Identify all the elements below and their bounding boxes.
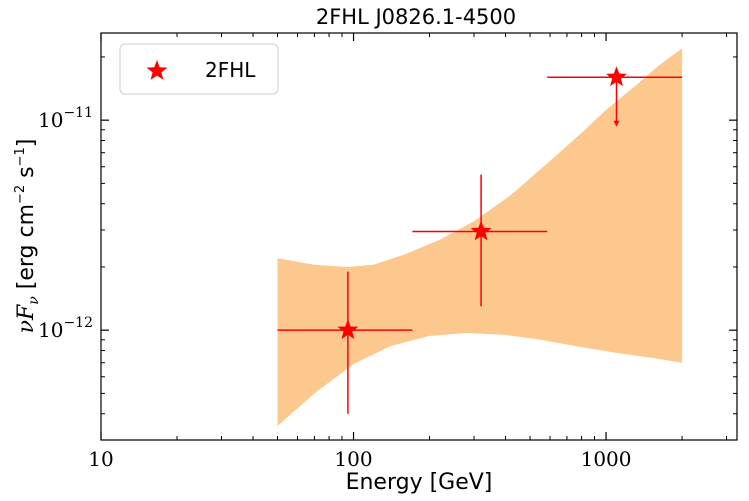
plot-frame <box>100 32 738 441</box>
x-tick-label: 100 <box>334 447 372 471</box>
upper-limit-arrow <box>613 120 620 127</box>
x-axis-label: Energy [GeV] <box>346 470 493 495</box>
legend-star-icon <box>146 60 168 80</box>
x-tick-label: 1000 <box>581 447 632 471</box>
legend: 2FHL <box>119 43 279 95</box>
model-band-layer <box>277 48 683 426</box>
y-label-close: ] <box>14 139 39 148</box>
x-tick-label: 10 <box>88 447 113 471</box>
legend-label-2fhl: 2FHL <box>205 58 256 82</box>
chart-title: 2FHL J0826.1-4500 <box>316 5 516 29</box>
data-point-star <box>470 220 492 241</box>
y-tick-label: 10−12 <box>38 315 93 342</box>
data-points-layer <box>277 66 683 414</box>
y-label-sub: ν <box>26 296 42 305</box>
y-label-sup1: −2 <box>13 185 28 204</box>
legend-box <box>119 43 279 95</box>
y-label-units: [erg cm <box>14 204 39 296</box>
axis-ticks: 10 100 1000 10−12 10−11 <box>38 33 737 471</box>
y-tick-label: 10−11 <box>38 105 93 132</box>
y-label-nu-f: νF <box>14 304 39 333</box>
data-point-star <box>606 66 627 87</box>
y-axis-label: νFν [erg cm−2 s−1] <box>13 139 42 334</box>
y-label-sup2: −1 <box>13 147 28 166</box>
y-label-s: s <box>14 166 39 184</box>
data-point-star <box>337 319 359 340</box>
model-uncertainty-band <box>277 48 683 426</box>
